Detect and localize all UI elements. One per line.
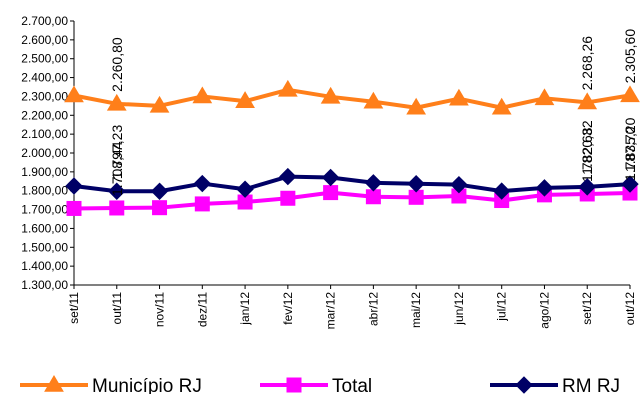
legend-item: Município RJ <box>20 375 202 394</box>
y-tick-label: 1.300,00 <box>21 278 68 292</box>
data-point <box>192 86 213 104</box>
data-point <box>235 91 255 108</box>
y-tick-label: 2.700,00 <box>21 14 68 28</box>
legend-label: Total <box>332 376 372 394</box>
data-point <box>194 196 210 212</box>
data-point <box>620 85 640 103</box>
data-point <box>277 79 298 97</box>
legend-item: RM RJ <box>490 376 620 394</box>
x-tick-label: set/11 <box>67 292 81 324</box>
legend-marker <box>515 376 533 394</box>
data-point <box>450 175 468 194</box>
series-2 <box>65 167 639 200</box>
y-tick-label: 2.000,00 <box>21 146 68 160</box>
data-point <box>150 182 169 200</box>
y-tick-label: 2.600,00 <box>21 33 68 47</box>
series-line <box>73 87 631 110</box>
data-point <box>535 179 554 197</box>
legend: Município RJ Total RM RJ <box>20 375 620 394</box>
data-point <box>578 178 596 196</box>
y-tick-label: 1.700,00 <box>21 203 68 217</box>
data-point <box>621 175 639 193</box>
data-point <box>152 200 168 216</box>
plot-area: 1.300,00 1.400,00 1.500,00 1.600,00 1.700,00… <box>21 14 640 329</box>
x-tick-label: jul/12 <box>495 292 509 322</box>
data-point <box>492 182 511 200</box>
y-tick-label: 1.500,00 <box>21 240 68 254</box>
y-tick-label: 2.200,00 <box>21 108 68 122</box>
legend-marker <box>44 375 64 392</box>
legend-label: Município RJ <box>92 376 202 394</box>
data-point <box>364 174 383 192</box>
x-tick-label: set/12 <box>580 292 594 325</box>
data-label: 2.260,80 <box>109 37 125 92</box>
data-point <box>534 88 555 106</box>
data-labels: 2.260,80 1.797,231.708,44 2.268,26 1.820,32… <box>109 29 638 196</box>
y-tick-label: 2.500,00 <box>21 52 68 66</box>
x-tick-label: nov/11 <box>153 292 167 327</box>
x-tick-label: mar/12 <box>324 292 338 330</box>
data-point <box>149 95 170 113</box>
data-point <box>577 92 598 110</box>
data-point <box>65 177 83 195</box>
data-point <box>106 93 127 111</box>
data-label: 1.787,70 <box>622 126 638 181</box>
data-label: 1.835,20 <box>622 117 638 172</box>
data-label: 2.268,26 <box>579 36 595 91</box>
x-tick-label: fev/12 <box>281 292 295 325</box>
y-tick-label: 1.600,00 <box>21 221 68 235</box>
x-tick-label: ago/12 <box>537 292 551 329</box>
data-point <box>108 182 126 200</box>
y-tick-label: 2.100,00 <box>21 127 68 141</box>
legend-marker <box>286 377 302 393</box>
y-tick-label: 2.400,00 <box>21 71 68 85</box>
data-point <box>365 189 381 205</box>
legend-item: Total <box>260 376 372 394</box>
data-label: 1.782,68 <box>579 127 595 182</box>
y-tick-label: 1.800,00 <box>21 184 68 198</box>
data-label: 1.708,44 <box>109 141 125 196</box>
data-point <box>109 200 125 216</box>
y-tick-label: 2.300,00 <box>21 89 68 103</box>
data-label: 1.820,32 <box>579 120 595 175</box>
series-layer <box>64 79 640 216</box>
x-tick-label: abr/12 <box>366 292 380 326</box>
data-point <box>66 200 82 216</box>
data-point <box>279 167 297 186</box>
x-tick-label: jan/12 <box>238 292 252 326</box>
data-point <box>449 88 469 106</box>
series-1 <box>66 185 638 216</box>
y-axis-ticks: 1.300,00 1.400,00 1.500,00 1.600,00 1.700,00… <box>21 14 74 292</box>
y-tick-label: 1.400,00 <box>21 259 68 273</box>
data-point <box>236 180 254 198</box>
data-point <box>320 86 341 104</box>
legend-label: RM RJ <box>562 376 620 394</box>
data-point <box>64 85 84 103</box>
data-point <box>323 185 339 201</box>
data-point <box>193 174 212 193</box>
x-tick-label: dez/11 <box>195 292 209 327</box>
data-point <box>406 97 427 115</box>
data-point <box>363 91 384 109</box>
data-point <box>491 97 512 115</box>
x-tick-label: jun/12 <box>452 292 466 326</box>
x-tick-label: out/12 <box>623 292 637 326</box>
data-label: 1.797,23 <box>109 125 125 180</box>
data-point <box>407 175 425 193</box>
x-axis-ticks: set/11 out/11 nov/11 dez/11 jan/12 fev/12 mar/… <box>67 285 637 329</box>
data-point <box>280 190 296 206</box>
x-tick-label: mai/12 <box>409 292 423 328</box>
x-tick-label: out/11 <box>110 292 124 325</box>
y-tick-label: 1.900,00 <box>21 165 68 179</box>
data-point <box>321 168 340 187</box>
series-0 <box>64 79 640 115</box>
data-label: 2.305,60 <box>622 29 638 84</box>
